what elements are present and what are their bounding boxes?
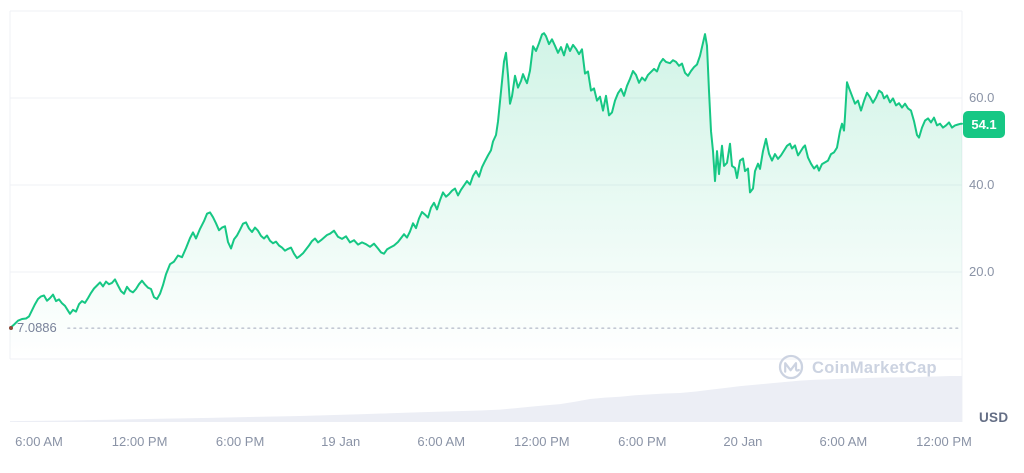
- x-tick-label: 12:00 PM: [916, 434, 972, 449]
- x-tick-label: 12:00 PM: [513, 434, 570, 449]
- x-tick-label: 6:00 AM: [819, 434, 868, 449]
- coinmarketcap-logo-icon: [778, 354, 804, 380]
- y-tick-label: 40.0: [969, 177, 995, 192]
- coinmarketcap-watermark: CoinMarketCap: [778, 354, 937, 380]
- min-price-label: 7.0886: [17, 320, 57, 335]
- x-tick-label: 6:00 PM: [215, 434, 265, 449]
- currency-unit-label: USD: [979, 410, 1009, 425]
- x-tick-label: 6:00 AM: [417, 434, 466, 449]
- y-tick-label: 20.0: [969, 264, 995, 279]
- y-tick-label: 60.0: [969, 90, 995, 105]
- current-price-badge: 54.1: [963, 111, 1005, 138]
- x-tick-label: 20 Jan: [723, 434, 763, 449]
- x-tick-label: 6:00 PM: [618, 434, 667, 449]
- x-tick-label: 19 Jan: [321, 434, 361, 449]
- x-tick-label: 12:00 PM: [111, 434, 168, 449]
- watermark-text: CoinMarketCap: [812, 359, 937, 377]
- volume-silhouette: [10, 376, 962, 422]
- coinmarketcap-logo-m: [784, 362, 800, 373]
- price-line: [9, 32, 963, 330]
- price-area-fill: [10, 33, 962, 359]
- x-tick-label: 6:00 AM: [15, 434, 63, 449]
- min-price-marker-dot: [9, 326, 13, 330]
